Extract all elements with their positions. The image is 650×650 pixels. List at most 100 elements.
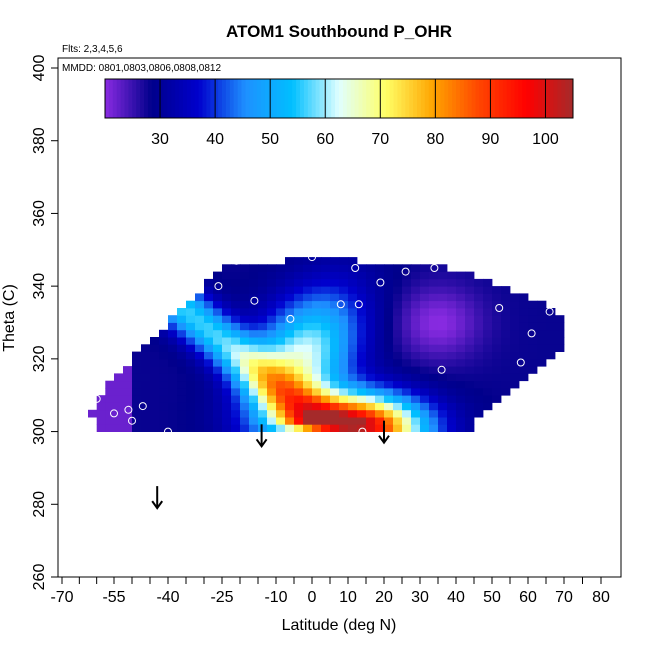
heatmap-cell <box>366 300 376 309</box>
colorbar-segment <box>350 79 356 118</box>
colorbar-segment <box>319 79 324 118</box>
heatmap-cell <box>546 351 556 360</box>
colorbar-segment <box>151 79 157 118</box>
heatmap-cell <box>474 373 484 382</box>
heatmap-cell <box>483 373 493 382</box>
heatmap-cell <box>195 366 205 374</box>
heatmap-cell <box>384 344 394 352</box>
heatmap-cell <box>546 337 556 345</box>
heatmap-cell <box>375 337 385 345</box>
heatmap-cell <box>348 315 358 323</box>
heatmap-cell <box>447 271 457 280</box>
heatmap-cell <box>438 337 448 345</box>
heatmap-cell <box>303 271 313 280</box>
heatmap-cell <box>492 380 502 389</box>
heatmap-cell <box>321 322 331 331</box>
heatmap-cell <box>339 300 349 309</box>
heatmap-cell <box>348 380 358 389</box>
heatmap-cell <box>393 402 403 411</box>
heatmap-cell <box>294 337 304 345</box>
heatmap-cell <box>159 387 169 396</box>
heatmap-cell <box>285 424 295 432</box>
heatmap-cell <box>276 409 286 418</box>
heatmap-cell <box>276 395 286 403</box>
heatmap-cell <box>276 329 286 338</box>
sample-point <box>401 267 410 276</box>
heatmap-cell <box>150 373 160 382</box>
heatmap-cell <box>294 322 304 331</box>
colorbar-segment <box>210 79 215 118</box>
x-axis-label: Latitude (deg N) <box>282 617 397 634</box>
heatmap-cell <box>510 344 520 352</box>
heatmap-cell <box>312 257 322 265</box>
heatmap-cell <box>537 322 547 331</box>
arrow-head <box>255 438 268 449</box>
heatmap-cell <box>465 402 475 411</box>
heatmap-cell <box>438 278 448 287</box>
heatmap-cell <box>402 402 412 411</box>
heatmap-cell <box>555 322 565 331</box>
heatmap-cell <box>186 417 196 425</box>
heatmap-cell <box>483 293 493 302</box>
heatmap-cell <box>249 264 259 272</box>
heatmap-cell <box>222 424 232 432</box>
heatmap-cell <box>312 424 322 432</box>
heatmap-cell <box>411 358 421 367</box>
heatmap-cell <box>357 271 367 280</box>
heatmap-cell <box>465 395 475 403</box>
heatmap-cell <box>348 300 358 309</box>
heatmap-cell <box>258 264 268 272</box>
arrow-head <box>378 435 390 445</box>
heatmap-cell <box>240 286 250 294</box>
heatmap-cell <box>168 373 178 382</box>
heatmap-cell <box>132 395 142 403</box>
heatmap-cell <box>249 366 259 374</box>
heatmap-cell <box>339 257 349 265</box>
colorbar-segment <box>112 79 118 118</box>
heatmap-cell <box>249 417 259 425</box>
heatmap-cell <box>222 387 232 396</box>
x-tick-label: 40 <box>447 589 465 606</box>
heatmap-cell <box>420 366 430 374</box>
heatmap-cell <box>510 293 520 302</box>
heatmap-cell <box>420 351 430 360</box>
heatmap-cell <box>267 387 277 396</box>
heatmap-cell <box>420 322 430 331</box>
heatmap-cell <box>240 308 250 316</box>
heatmap-cell <box>483 315 493 323</box>
heatmap-cell <box>303 409 313 418</box>
x-tick-label: -40 <box>156 589 179 606</box>
heatmap-cell <box>330 322 340 331</box>
colorbar-segment <box>565 79 570 118</box>
heatmap-cell <box>348 257 358 265</box>
heatmap-cell <box>285 344 295 352</box>
heatmap-cell <box>492 308 502 316</box>
heatmap-cell <box>195 373 205 382</box>
heatmap-cell <box>339 271 349 280</box>
heatmap-cell <box>510 300 520 309</box>
heatmap-cell <box>375 308 385 316</box>
heatmap-cell <box>213 424 223 432</box>
colorbar-segment <box>498 79 504 118</box>
heatmap-cell <box>528 300 538 309</box>
x-tick-label: 0 <box>308 589 317 606</box>
heatmap-cell <box>402 366 412 374</box>
heatmap-cell <box>150 358 160 367</box>
colorbar-segment <box>272 79 278 118</box>
heatmap-cell <box>393 271 403 280</box>
heatmap-cell <box>222 344 232 352</box>
heatmap-cell <box>456 286 466 294</box>
heatmap-cell <box>222 380 232 389</box>
heatmap-cell <box>339 286 349 294</box>
colorbar-segment <box>358 79 363 118</box>
heatmap-cell <box>402 278 412 287</box>
heatmap-cell <box>447 358 457 367</box>
heatmap-cell <box>501 286 511 294</box>
heatmap-cell <box>303 278 313 287</box>
heatmap-cell <box>474 358 484 367</box>
heatmap-cell <box>195 395 205 403</box>
colorbar-tick-label: 100 <box>532 131 559 148</box>
heatmap-cell <box>195 402 205 411</box>
heatmap-cell <box>240 358 250 367</box>
heatmap-cell <box>195 351 205 360</box>
